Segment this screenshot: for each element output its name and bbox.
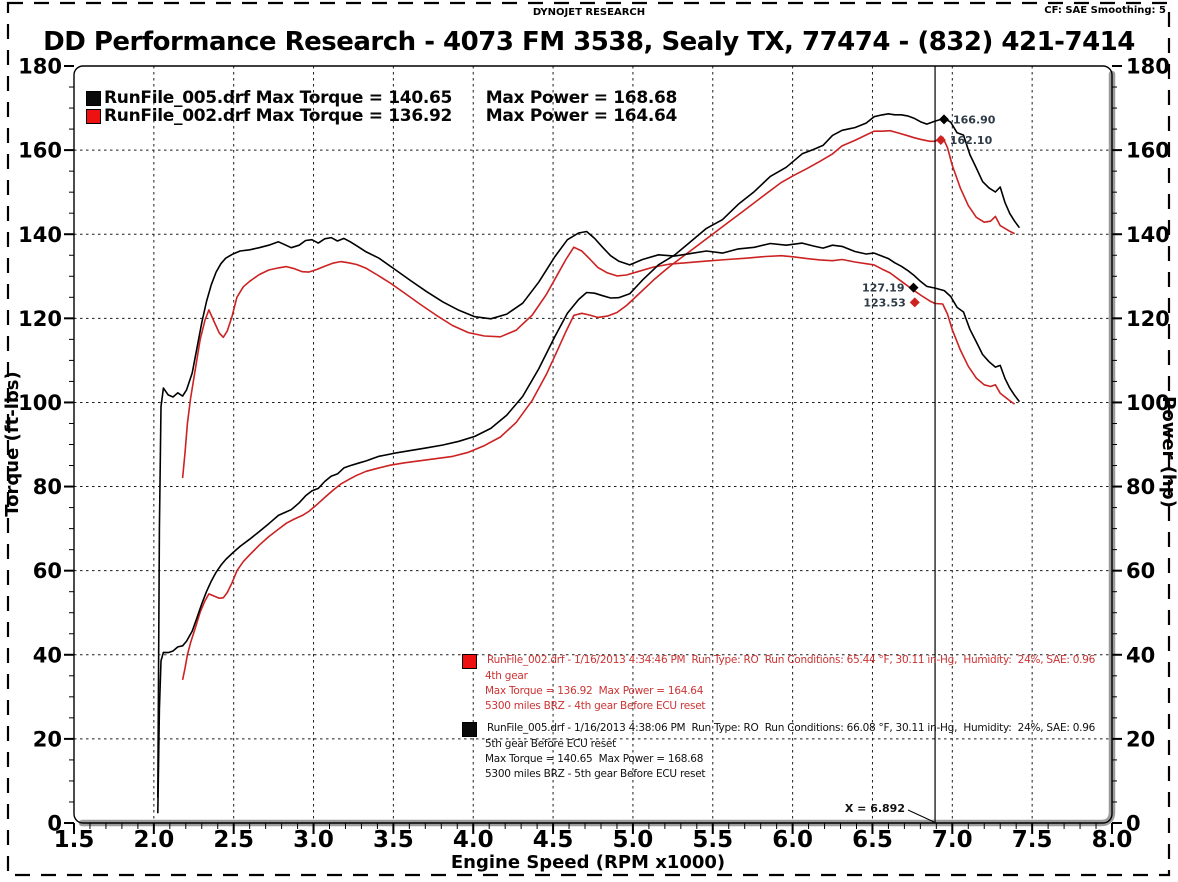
- x-axis-title: Engine Speed (RPM x1000): [451, 852, 725, 873]
- dyno-curves: [157, 113, 1021, 814]
- x-tick-label: 5.0: [613, 827, 654, 853]
- y-left-tick-label: 60: [33, 559, 62, 583]
- cursor-value-marker: [908, 282, 919, 293]
- curve-black-power: [157, 113, 1021, 814]
- cursor-value-label: 162.10: [950, 134, 993, 147]
- y-right-tick-label: 80: [1126, 475, 1155, 499]
- cursor-value-marker: [935, 135, 946, 146]
- legend-label: RunFile_005.drf Max Torque = 140.65 Max …: [104, 88, 678, 108]
- y-axis-title-right: Power (hp): [1158, 396, 1178, 508]
- curve-red-power: [181, 129, 1015, 681]
- y-left-tick-label: 120: [18, 307, 62, 331]
- cursor-value-label: 123.53: [863, 296, 905, 309]
- x-tick-label: 3.0: [293, 827, 334, 853]
- y-right-tick-label: 180: [1126, 55, 1170, 79]
- x-tick-label: 3.5: [373, 827, 414, 853]
- legend-swatch-black: [86, 90, 101, 106]
- legend-row-runfile-002: RunFile_002.drf Max Torque = 136.92 Max …: [86, 106, 678, 126]
- x-tick-label: 5.5: [692, 827, 733, 853]
- curve-red-torque: [181, 246, 1016, 479]
- run-info-line: RunFile_005.drf - 1/16/2013 4:38:06 PM R…: [487, 722, 1096, 734]
- chart-legend: RunFile_005.drf Max Torque = 140.65 Max …: [86, 88, 678, 126]
- x-tick-label: 4.0: [453, 827, 494, 853]
- run-info-runfile-005: RunFile_005.drf - 1/16/2013 4:38:06 PM R…: [462, 721, 1122, 782]
- cursor-value-label: 127.19: [862, 282, 904, 295]
- curve-black-torque: [157, 230, 1021, 798]
- run-info-line: 5300 miles BRZ - 4th gear Before ECU res…: [485, 700, 706, 712]
- run-info-line: RunFile_002.drf - 1/16/2013 4:34:46 PM R…: [487, 654, 1096, 666]
- x-tick-label: 1.5: [54, 827, 95, 853]
- cursor-value-label: 166.90: [953, 113, 996, 126]
- y-left-tick-label: 160: [18, 139, 62, 163]
- y-left-tick-label: 140: [18, 223, 62, 247]
- y-right-tick-label: 60: [1126, 559, 1155, 583]
- y-left-tick-label: 80: [33, 475, 62, 499]
- y-right-tick-label: 140: [1126, 223, 1170, 247]
- x-tick-label: 2.5: [213, 827, 254, 853]
- cursor-label-connector: [907, 809, 935, 823]
- y-left-tick-label: 40: [33, 643, 62, 667]
- run-info-line: Max Torque = 136.92 Max Power = 164.64: [485, 685, 704, 697]
- x-tick-label: 7.0: [932, 827, 973, 853]
- cursor-label: X = 6.892: [845, 802, 905, 815]
- smoothing-info: CF: SAE Smoothing: 5: [1044, 5, 1166, 16]
- page-title: DD Performance Research - 4073 FM 3538, …: [43, 27, 1135, 57]
- y-right-tick-label: 160: [1126, 139, 1170, 163]
- run-info-line: 5300 miles BRZ - 5th gear Before ECU res…: [485, 768, 706, 780]
- cursor-value-marker: [939, 114, 950, 125]
- page-dashed-border: [6, 1, 1171, 877]
- y-left-tick-label: 0: [47, 812, 62, 836]
- run-info-runfile-002: RunFile_002.drf - 1/16/2013 4:34:46 PM R…: [462, 653, 1122, 714]
- axis-tick-labels: 1.5 2.0 2.5 3.0 3.5 4.0 4.5 5.0 5.5 6.0 6.5 7.0 7.5 8…: [18, 55, 1170, 853]
- x-tick-label: 7.5: [1012, 827, 1053, 853]
- y-right-tick-label: 40: [1126, 643, 1155, 667]
- legend-row-runfile-005: RunFile_005.drf Max Torque = 140.65 Max …: [86, 88, 678, 108]
- run-swatch-black: [462, 722, 477, 737]
- x-tick-label: 4.5: [533, 827, 574, 853]
- run-info-line: 5th gear Before ECU reset: [485, 738, 617, 750]
- y-right-tick-label: 100: [1126, 391, 1170, 415]
- x-tick-label: 6.5: [852, 827, 893, 853]
- y-right-tick-label: 120: [1126, 307, 1170, 331]
- axis-ticks: [64, 65, 1122, 834]
- report-header: DYNOJET RESEARCH: [532, 7, 646, 18]
- run-info-line: Max Torque = 140.65 Max Power = 168.68: [485, 753, 704, 765]
- run-swatch-red: [462, 654, 477, 669]
- y-left-tick-label: 180: [18, 55, 62, 79]
- y-left-tick-label: 20: [33, 727, 62, 751]
- legend-swatch-red: [86, 108, 101, 124]
- legend-label: RunFile_002.drf Max Torque = 136.92 Max …: [104, 106, 678, 126]
- y-right-tick-label: 20: [1126, 727, 1155, 751]
- y-axis-title-left: Torque (ft-lbs): [2, 371, 23, 516]
- gridlines: [74, 66, 1112, 823]
- cursor-value-marker: [909, 297, 920, 308]
- y-left-tick-label: 100: [18, 391, 62, 415]
- x-tick-label: 2.0: [133, 827, 174, 853]
- run-info-line: 4th gear: [485, 670, 528, 682]
- x-tick-label: 6.0: [772, 827, 813, 853]
- x-tick-label: 8.0: [1092, 827, 1133, 853]
- y-right-tick-label: 0: [1126, 812, 1141, 836]
